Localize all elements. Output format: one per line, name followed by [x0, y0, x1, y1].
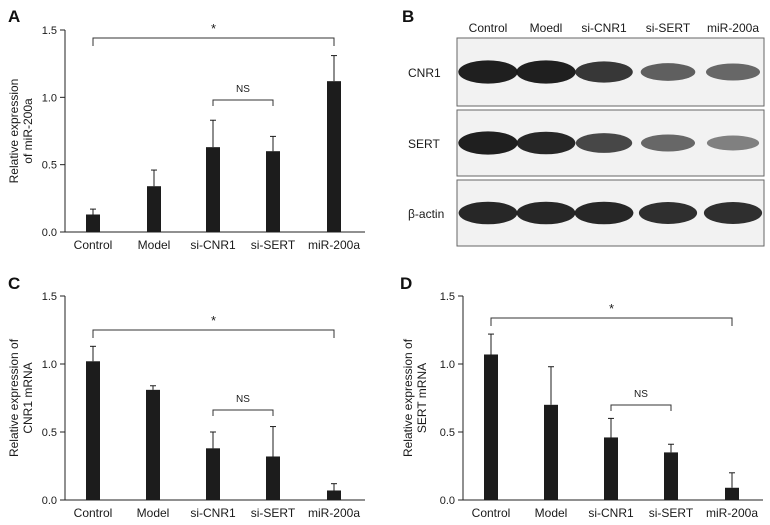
y-tick-label: 0.5 — [42, 160, 57, 172]
y-axis-label: Relative expressionof miR-200a — [7, 79, 35, 184]
blot-band — [706, 135, 760, 151]
y-tick-label: 1.0 — [42, 92, 57, 104]
blot-column-label: si-SERT — [646, 21, 691, 35]
y-axis-label: Relative expression ofSERT mRNA — [401, 338, 429, 457]
y-tick-label: 0.5 — [440, 427, 455, 439]
bar — [725, 487, 739, 500]
blot-row-label: CNR1 — [408, 66, 441, 80]
x-category-label: si-CNR1 — [190, 238, 236, 252]
significance-bracket — [490, 317, 733, 326]
bar — [206, 147, 220, 232]
x-category-label: Control — [74, 238, 113, 252]
x-category-label: miR-200a — [706, 506, 758, 520]
x-category-label: Control — [472, 506, 511, 520]
bar — [544, 404, 558, 500]
panel-letter: A — [8, 7, 20, 26]
bar — [86, 361, 100, 500]
blot-band — [516, 131, 576, 155]
ns-bracket — [610, 404, 672, 411]
bar — [266, 456, 280, 500]
x-category-label: si-SERT — [649, 506, 694, 520]
panel-d-bar-chart: D 0.0 0.5 1.0 1.5 Relative expression ofSERT … — [400, 274, 763, 520]
panel-a-bar-chart: A 0.0 0.5 1.0 1.5 Relative expressionof miR-2… — [7, 7, 365, 252]
blot-band — [516, 201, 576, 225]
ns-label: NS — [236, 84, 250, 95]
blot-band — [575, 61, 633, 83]
ns-bracket — [212, 409, 274, 416]
blot-band — [458, 60, 518, 84]
significance-bracket — [92, 37, 335, 46]
bar — [146, 389, 160, 500]
bar — [664, 452, 678, 500]
y-axis-label-line: Relative expression of — [7, 338, 21, 457]
blot-band — [706, 63, 760, 81]
blot-band — [516, 60, 576, 84]
significance-star: * — [609, 301, 614, 316]
blot-band — [640, 63, 696, 81]
y-tick-label: 0.0 — [42, 495, 57, 507]
y-tick-label: 0.0 — [42, 227, 57, 239]
x-category-label: miR-200a — [308, 238, 360, 252]
blot-column-label: si-CNR1 — [581, 21, 627, 35]
y-axis-label-line: Relative expression — [7, 79, 21, 184]
blot-band — [575, 133, 633, 153]
x-category-label: si-CNR1 — [588, 506, 634, 520]
ns-label: NS — [236, 394, 250, 405]
x-category-label: Model — [137, 506, 170, 520]
x-category-label: Model — [535, 506, 568, 520]
bar — [484, 354, 498, 500]
blot-column-label: miR-200a — [707, 21, 759, 35]
ns-label: NS — [634, 389, 648, 400]
blot-band — [703, 202, 763, 224]
significance-star: * — [211, 21, 216, 36]
ns-bracket — [212, 99, 274, 106]
y-tick-label: 0.0 — [440, 495, 455, 507]
x-category-label: si-SERT — [251, 506, 296, 520]
x-category-label: miR-200a — [308, 506, 360, 520]
panel-c-bar-chart: C 0.0 0.5 1.0 1.5 Relative expression ofCNR1 … — [7, 274, 365, 520]
bar — [206, 448, 220, 500]
significance-bracket — [92, 329, 335, 338]
panel-letter: D — [400, 274, 412, 293]
blot-row-label: SERT — [408, 137, 440, 151]
bar — [266, 151, 280, 232]
panel-letter: B — [402, 7, 414, 26]
y-axis-label-line: CNR1 mRNA — [21, 362, 35, 433]
blot-band — [458, 201, 518, 225]
y-tick-label: 1.5 — [42, 25, 57, 37]
y-axis-label: Relative expression ofCNR1 mRNA — [7, 338, 35, 457]
y-axis-label-line: of miR-200a — [21, 98, 35, 164]
bar — [327, 490, 341, 500]
x-category-label: Model — [138, 238, 171, 252]
x-category-label: si-CNR1 — [190, 506, 236, 520]
y-tick-label: 1.5 — [440, 291, 455, 303]
bar — [86, 214, 100, 232]
blot-band — [574, 201, 634, 225]
blot-band — [641, 134, 695, 152]
blot-column-label: Control — [469, 21, 508, 35]
significance-star: * — [211, 313, 216, 328]
y-tick-label: 1.0 — [42, 359, 57, 371]
blot-band — [638, 202, 698, 224]
x-category-label: Control — [74, 506, 113, 520]
y-tick-label: 1.5 — [42, 291, 57, 303]
blot-band — [458, 131, 518, 155]
x-category-label: si-SERT — [251, 238, 296, 252]
y-axis-label-line: SERT mRNA — [415, 363, 429, 433]
blot-row-label: β-actin — [408, 207, 444, 221]
bar — [327, 81, 341, 232]
blot-column-label: Moedl — [530, 21, 563, 35]
y-axis-label-line: Relative expression of — [401, 338, 415, 457]
bar — [147, 186, 161, 232]
y-tick-label: 1.0 — [440, 359, 455, 371]
y-tick-label: 0.5 — [42, 427, 57, 439]
bar — [604, 437, 618, 500]
panel-b-western-blot: B Control Moedl si-CNR1 si-SERT miR-200a CNR1 S… — [402, 7, 765, 247]
panel-letter: C — [8, 274, 20, 293]
